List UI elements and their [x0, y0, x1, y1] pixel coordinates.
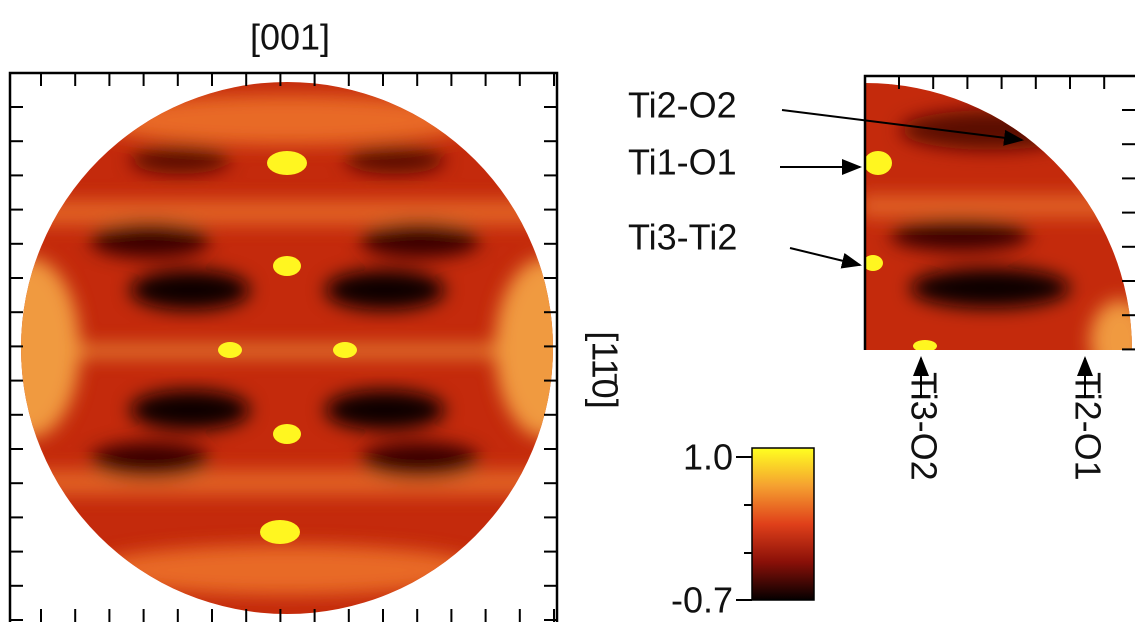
colorbar: [752, 448, 814, 600]
annotation: Ti3-O2: [903, 372, 944, 481]
figure: [001]: [0, 0, 1135, 622]
side-axis-label: [11̄0]: [584, 331, 625, 408]
annotation: Ti2-O2: [628, 85, 737, 126]
diffraction-pattern: [0, 60, 595, 622]
quarter-pattern: [860, 75, 1135, 380]
colorbar-min-label: -0.7: [671, 580, 733, 621]
annotation: Ti1-O1: [628, 142, 737, 183]
plot-title: [001]: [250, 17, 330, 58]
annotation: Ti2-O1: [1067, 372, 1108, 481]
colorbar-max-label: 1.0: [683, 437, 733, 478]
annotation: Ti3-Ti2: [628, 217, 737, 258]
